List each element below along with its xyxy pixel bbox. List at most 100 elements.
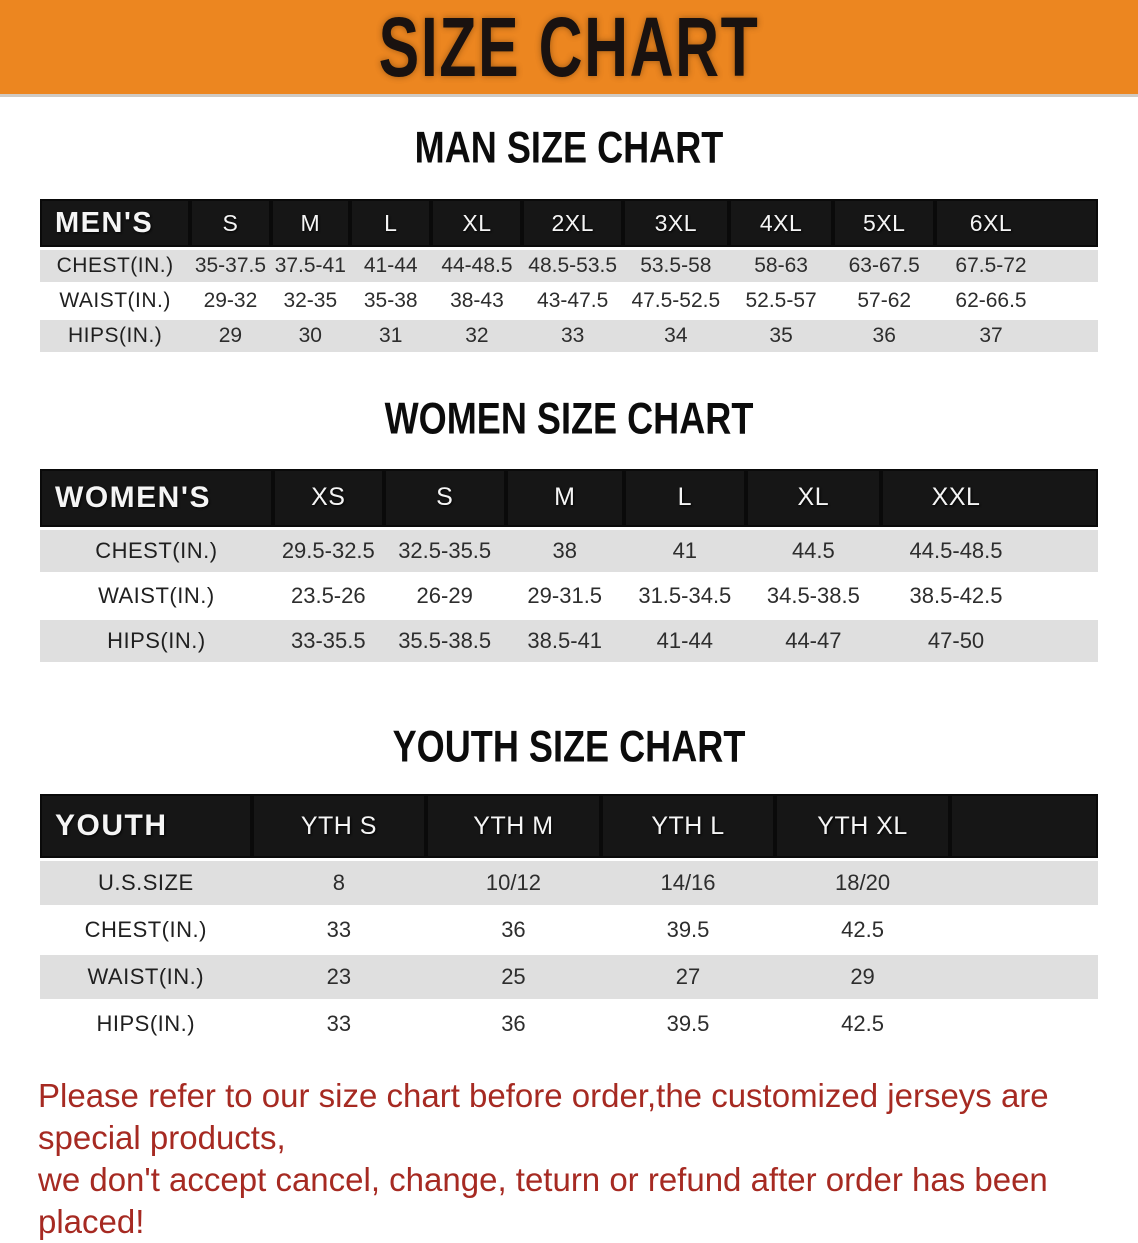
men-chest-row: CHEST(IN.) 35-37.5 37.5-41 41-44 44-48.5… (40, 250, 1098, 283)
cell: 38.5-42.5 (881, 574, 1098, 617)
cell: 35 (728, 320, 834, 353)
youth-size-header: YTH XL (775, 794, 950, 858)
cell: 48.5-53.5 (522, 250, 623, 283)
women-header-row: WOMEN'S XS S M L XL XXL (40, 468, 1098, 527)
cell: 37 (935, 320, 1098, 353)
youth-header-row: YOUTH YTH S YTH M YTH L YTH XL (40, 794, 1098, 859)
cell: 34 (622, 320, 729, 353)
women-size-header: XL (746, 469, 881, 527)
women-hips-row: HIPS(IN.) 33-35.5 35.5-38.5 38.5-41 41-4… (40, 619, 1098, 662)
youth-waist-row: WAIST(IN.) 23 25 27 29 (40, 955, 1098, 1000)
cell: 47.5-52.5 (622, 285, 729, 318)
men-header-row: MEN'S S M L XL 2XL 3XL 4XL 5XL 6XL (40, 199, 1098, 248)
youth-corner-label: YOUTH (40, 794, 252, 858)
cell: 35.5-38.5 (383, 619, 506, 662)
cell: 39.5 (600, 1002, 776, 1047)
cell: 29-31.5 (505, 574, 624, 617)
men-size-header: 4XL (729, 199, 834, 247)
men-size-table: MEN'S S M L XL 2XL 3XL 4XL 5XL 6XL CHEST… (40, 196, 1098, 355)
row-label: CHEST(IN.) (40, 529, 273, 572)
cell: 27 (600, 955, 776, 1000)
row-label: HIPS(IN.) (40, 619, 273, 662)
women-waist-row: WAIST(IN.) 23.5-26 26-29 29-31.5 31.5-34… (40, 574, 1098, 617)
cell: 36 (426, 908, 601, 953)
cell: 42.5 (775, 1002, 950, 1047)
men-size-header: M (271, 199, 350, 247)
cell: 38 (505, 529, 624, 572)
cell: 36 (833, 320, 936, 353)
men-size-header: 6XL (935, 199, 1098, 247)
youth-chest-row: CHEST(IN.) 33 36 39.5 42.5 (40, 908, 1098, 953)
row-label: WAIST(IN.) (40, 574, 273, 617)
men-size-header: L (350, 199, 431, 247)
women-size-header: XXL (881, 469, 1098, 527)
cell: 26-29 (383, 574, 506, 617)
cell: 29 (775, 955, 950, 1000)
cell: 44.5-48.5 (881, 529, 1098, 572)
order-disclaimer: Please refer to our size chart before or… (38, 1075, 1138, 1243)
cell: 41-44 (349, 250, 432, 283)
row-label: WAIST(IN.) (40, 285, 191, 318)
cell: 33 (251, 908, 427, 953)
cell: 57-62 (833, 285, 936, 318)
row-label: HIPS(IN.) (40, 1002, 252, 1047)
cell: 44-47 (745, 619, 882, 662)
cell: 62-66.5 (935, 285, 1098, 318)
women-size-header: M (506, 469, 624, 527)
men-size-header: S (190, 199, 270, 247)
cell: 35-38 (349, 285, 432, 318)
spacer-cell (949, 908, 1098, 953)
row-label: WAIST(IN.) (40, 955, 252, 1000)
women-chest-row: CHEST(IN.) 29.5-32.5 32.5-35.5 38 41 44.… (40, 529, 1098, 572)
youth-size-header: YTH L (601, 794, 776, 858)
disclaimer-line-2: we don't accept cancel, change, teturn o… (38, 1161, 1048, 1241)
women-size-header: S (384, 469, 506, 527)
men-corner-label: MEN'S (40, 199, 190, 247)
cell: 14/16 (600, 861, 776, 906)
cell: 43-47.5 (522, 285, 623, 318)
women-size-header: XS (273, 469, 384, 527)
cell: 25 (426, 955, 601, 1000)
spacer-cell (949, 1002, 1098, 1047)
women-corner-label: WOMEN'S (40, 469, 273, 527)
row-label: CHEST(IN.) (40, 250, 191, 283)
cell: 37.5-41 (270, 250, 350, 283)
women-size-header: L (624, 469, 746, 527)
cell: 18/20 (775, 861, 950, 906)
youth-size-header: YTH M (426, 794, 601, 858)
cell: 38-43 (431, 285, 523, 318)
cell: 33-35.5 (272, 619, 384, 662)
cell: 23.5-26 (272, 574, 384, 617)
spacer-cell (950, 794, 1098, 858)
youth-ussize-row: U.S.SIZE 8 10/12 14/16 18/20 (40, 861, 1098, 906)
women-section-heading: WOMEN SIZE CHART (384, 393, 754, 444)
men-size-header: 2XL (522, 199, 623, 247)
youth-size-header: YTH S (252, 794, 427, 858)
cell: 34.5-38.5 (745, 574, 882, 617)
cell: 32.5-35.5 (383, 529, 506, 572)
cell: 32 (431, 320, 523, 353)
men-section-heading: MAN SIZE CHART (414, 122, 724, 173)
cell: 38.5-41 (505, 619, 624, 662)
disclaimer-line-1: Please refer to our size chart before or… (38, 1077, 1049, 1157)
cell: 47-50 (881, 619, 1098, 662)
spacer-cell (949, 861, 1098, 906)
row-label: U.S.SIZE (40, 861, 252, 906)
men-size-header: 3XL (623, 199, 729, 247)
cell: 63-67.5 (833, 250, 936, 283)
cell: 29-32 (190, 285, 271, 318)
cell: 53.5-58 (622, 250, 729, 283)
cell: 36 (426, 1002, 601, 1047)
cell: 44-48.5 (431, 250, 523, 283)
cell: 31.5-34.5 (623, 574, 746, 617)
cell: 42.5 (775, 908, 950, 953)
cell: 8 (251, 861, 427, 906)
cell: 52.5-57 (728, 285, 834, 318)
cell: 31 (349, 320, 432, 353)
cell: 33 (251, 1002, 427, 1047)
cell: 32-35 (270, 285, 350, 318)
cell: 58-63 (728, 250, 834, 283)
cell: 41-44 (623, 619, 746, 662)
row-label: HIPS(IN.) (40, 320, 191, 353)
